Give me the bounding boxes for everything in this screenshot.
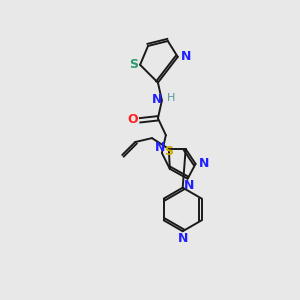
- Text: N: N: [155, 140, 165, 154]
- Text: O: O: [128, 113, 139, 126]
- Text: N: N: [178, 232, 188, 245]
- Text: S: S: [164, 146, 173, 158]
- Text: N: N: [184, 179, 194, 192]
- Text: N: N: [181, 50, 191, 63]
- Text: N: N: [199, 158, 210, 170]
- Text: S: S: [129, 58, 138, 71]
- Text: H: H: [167, 94, 175, 103]
- Text: N: N: [152, 93, 162, 106]
